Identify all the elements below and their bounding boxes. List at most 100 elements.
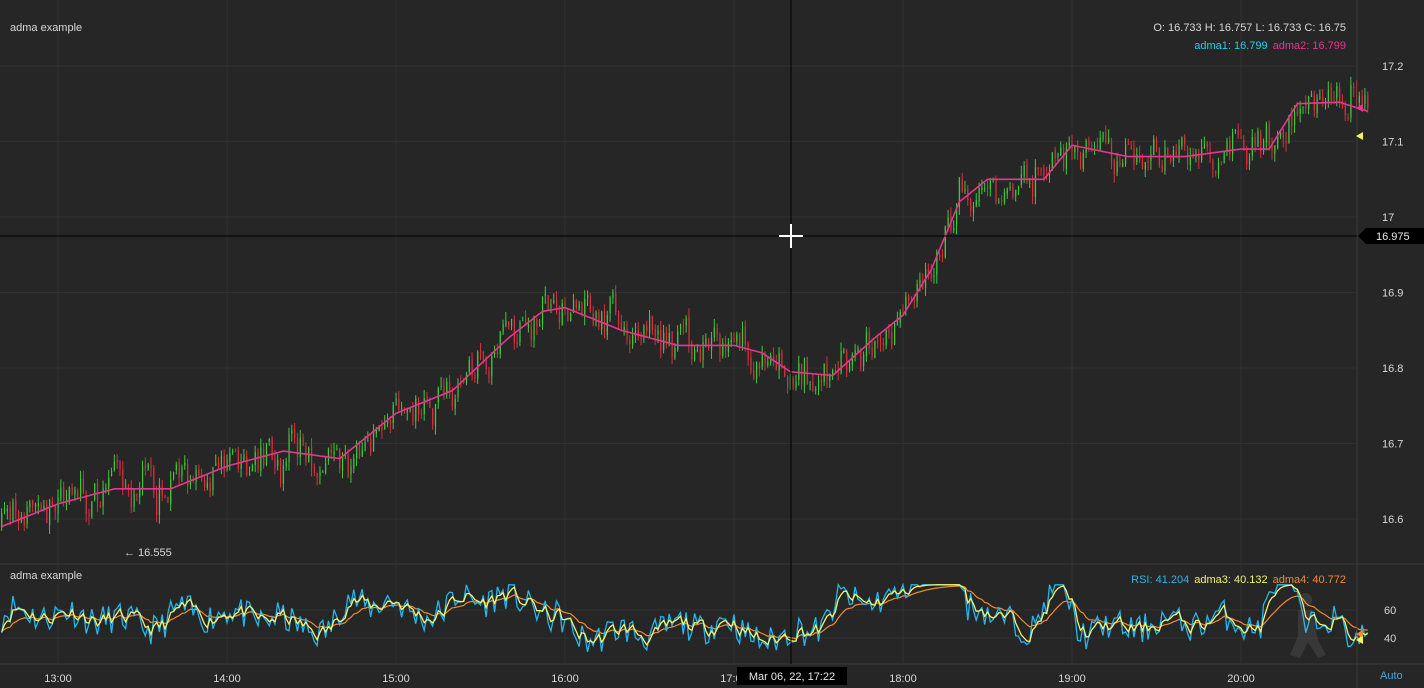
candle-body: [801, 364, 803, 384]
candle-body: [1125, 144, 1127, 164]
candle-body: [105, 487, 107, 489]
candle-body: [102, 488, 104, 506]
candle-body: [510, 319, 513, 327]
time-tick-label: 14:00: [213, 673, 241, 685]
candle-body: [567, 308, 569, 322]
candle-body: [908, 294, 910, 301]
candle-body: [375, 429, 377, 434]
candle-body: [94, 484, 96, 500]
candle-body: [730, 339, 732, 343]
candle-body: [327, 448, 330, 462]
time-tick-label: 15:00: [382, 673, 410, 685]
candle-body: [665, 332, 668, 343]
candle-body: [1175, 151, 1177, 155]
candle-body: [1161, 165, 1163, 173]
sub-legend: RSI: 41.204 adma3: 40.132 adma4: 40.772: [1131, 574, 1346, 586]
candle-body: [1215, 171, 1217, 173]
candle-body: [550, 304, 552, 308]
candle-body: [229, 453, 231, 462]
candle-body: [265, 443, 268, 465]
candle-body: [432, 409, 434, 425]
candle-body: [113, 461, 116, 470]
candle-body: [218, 461, 220, 467]
candle-body: [1147, 160, 1149, 164]
sub-layer: [1, 582, 1369, 652]
crosshair-price-label: 16.975: [1358, 228, 1424, 244]
legend-adma4: adma4: 40.772: [1273, 574, 1346, 586]
candle-body: [1091, 144, 1093, 147]
candle-body: [843, 349, 845, 353]
candle-body: [80, 479, 82, 496]
candle-body: [933, 275, 935, 277]
candle-body: [820, 379, 823, 384]
candle-body: [603, 310, 606, 335]
candle-body: [1316, 98, 1318, 114]
price-tick-label: 16.8: [1382, 363, 1403, 375]
candle-body: [356, 443, 358, 459]
candle-body: [513, 319, 515, 344]
candle-body: [930, 272, 932, 279]
candle-body: [1116, 161, 1118, 173]
candle-body: [1353, 86, 1355, 88]
candle-body: [1130, 146, 1132, 150]
candle-body: [947, 217, 949, 226]
candle-body: [3, 509, 6, 513]
candle-body: [553, 300, 555, 303]
candle-body: [775, 362, 777, 369]
candle-body: [1003, 191, 1006, 203]
candle-body: [809, 383, 811, 386]
candle-body: [1026, 164, 1028, 183]
candle-body: [643, 326, 645, 338]
candle-body: [1327, 89, 1330, 103]
candle-body: [561, 303, 563, 325]
candle-body: [82, 478, 85, 494]
candle-body: [203, 479, 206, 488]
candle-body: [1257, 131, 1259, 147]
candle-body: [691, 343, 693, 359]
candle-body: [1032, 181, 1034, 197]
adma-last-marker: [1356, 104, 1363, 112]
candle-body: [536, 319, 538, 327]
candle-body: [894, 323, 896, 345]
candle-body: [406, 409, 408, 412]
candle-body: [1347, 117, 1349, 119]
candle-body: [1274, 145, 1276, 154]
candle-body: [51, 501, 54, 506]
candle-body: [1248, 156, 1251, 165]
candle-body: [863, 354, 865, 367]
candle-body: [150, 465, 152, 469]
candle-body: [1189, 155, 1191, 166]
candle-body: [516, 342, 518, 345]
candle-body: [978, 188, 980, 202]
candle-body: [111, 470, 113, 476]
candle-body: [587, 294, 589, 299]
legend-adma2: adma2: 16.799: [1273, 40, 1346, 52]
candle-body: [679, 323, 682, 330]
candle-body: [722, 343, 724, 356]
candle-body: [161, 486, 163, 496]
candle-body: [598, 311, 600, 328]
candle-body: [882, 342, 884, 346]
candle-body: [477, 351, 479, 379]
candle-body: [505, 320, 507, 326]
candle-body: [1136, 154, 1138, 163]
auto-scale-button[interactable]: Auto: [1380, 670, 1403, 682]
candle-body: [846, 351, 848, 372]
candle-body: [1071, 143, 1073, 152]
candle-body: [854, 350, 856, 357]
sub-pane-title: adma example: [10, 570, 82, 582]
candle-body: [612, 292, 614, 299]
candle-body: [99, 505, 101, 508]
candle-body: [772, 356, 775, 362]
candle-body: [1234, 129, 1237, 132]
candle-body: [575, 300, 577, 309]
candle-body: [905, 296, 907, 311]
candle-body: [1184, 136, 1186, 145]
candle-body: [685, 318, 687, 326]
candle-body: [623, 326, 625, 330]
candle-body: [1271, 144, 1273, 152]
candle-body: [829, 374, 831, 381]
candle-body: [1012, 184, 1014, 197]
